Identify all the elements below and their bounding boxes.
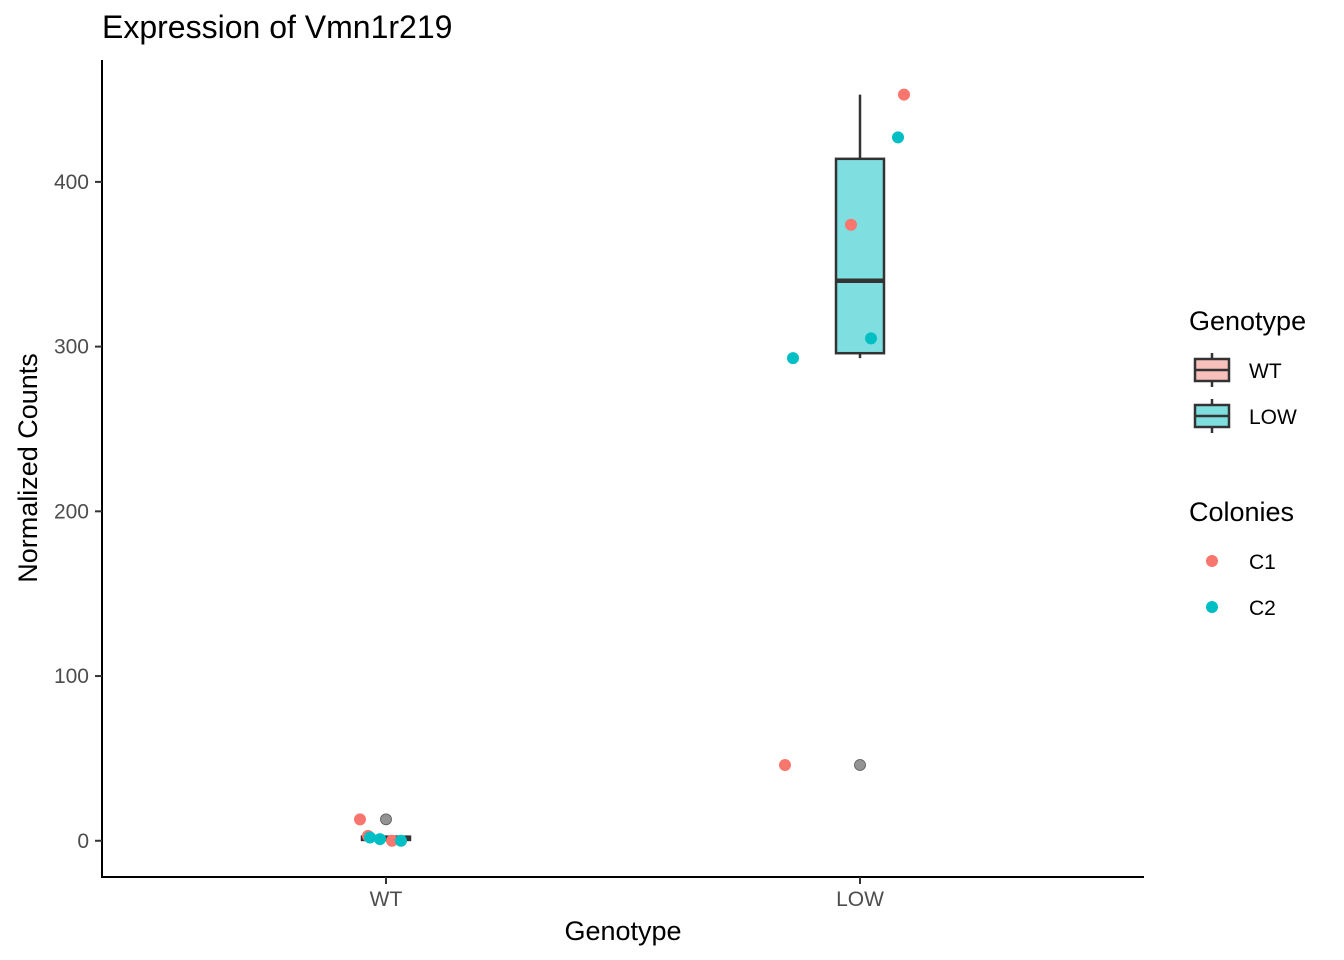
x-tick-label: LOW xyxy=(836,888,884,911)
legend-label: WT xyxy=(1249,360,1282,383)
legend-label: LOW xyxy=(1249,406,1297,429)
plot-area xyxy=(354,88,910,847)
data-point-c1 xyxy=(845,218,857,231)
y-tick-label: 300 xyxy=(54,336,89,359)
y-tick-label: 100 xyxy=(54,665,89,688)
y-axis-ticks: 0 100 200 300 400 xyxy=(54,171,102,853)
legends: Genotype WT LOW Colonies C1 C2 xyxy=(1189,306,1306,620)
legend-colonies: Colonies C1 C2 xyxy=(1189,497,1294,620)
data-point-c2 xyxy=(865,332,877,345)
legend-label: C1 xyxy=(1249,551,1276,574)
data-point-c1 xyxy=(898,88,910,101)
y-axis-title: Normalized Counts xyxy=(13,353,43,583)
outlier-point xyxy=(854,759,866,771)
data-point-c1 xyxy=(354,813,366,826)
data-point-c1 xyxy=(386,834,398,847)
chart-title: Expression of Vmn1r219 xyxy=(102,9,452,45)
data-point-c2 xyxy=(374,833,386,846)
legend-genotype: Genotype WT LOW xyxy=(1189,306,1306,433)
data-point-c2 xyxy=(364,831,376,844)
legend-key-point xyxy=(1206,601,1218,613)
y-tick-label: 0 xyxy=(77,830,89,853)
legend-title: Genotype xyxy=(1189,306,1306,336)
box-low xyxy=(834,94,886,359)
data-point-c2 xyxy=(787,352,799,365)
data-point-c1 xyxy=(779,758,791,771)
data-point-c2 xyxy=(892,131,904,144)
y-tick-label: 400 xyxy=(54,171,89,194)
x-tick-label: WT xyxy=(370,888,403,911)
legend-key-point xyxy=(1206,555,1218,567)
data-point-c2 xyxy=(395,834,407,847)
y-tick-label: 200 xyxy=(54,500,89,523)
outlier-point xyxy=(380,813,392,826)
x-axis-ticks: WT LOW xyxy=(370,877,884,911)
legend-label: C2 xyxy=(1249,597,1276,620)
x-axis-title: Genotype xyxy=(564,916,681,946)
box-body xyxy=(834,157,886,355)
legend-title: Colonies xyxy=(1189,497,1294,527)
